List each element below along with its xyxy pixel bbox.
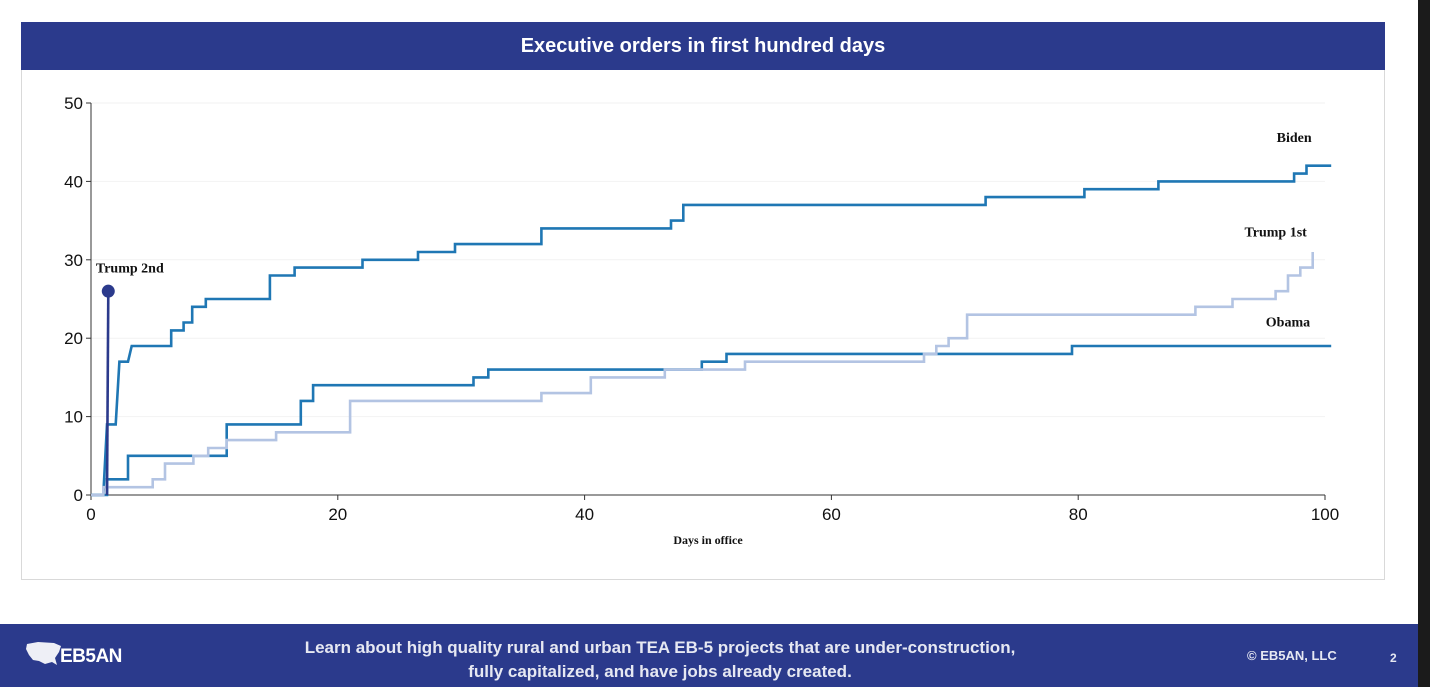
series-marker-trump-2nd [101,284,115,298]
footer-bar: EB5AN Learn about high quality rural and… [0,624,1418,687]
series-line-trump-1st [91,252,1314,497]
series-line-trump-2nd [105,291,110,496]
x-tick-label-100: 100 [1311,505,1339,524]
series-line-biden [91,164,1332,497]
footer-message-line-1: Learn about high quality rural and urban… [304,638,1016,657]
series-label-trump-1st: Trump 1st [1244,225,1307,240]
x-tick-label-0: 0 [86,505,95,524]
chart-title: Executive orders in first hundred days [520,34,886,57]
right-edge-strip [1418,0,1430,687]
series-line-obama [91,344,1332,497]
series-label-biden: Biden [1277,131,1312,146]
copyright-text: © EB5AN, LLC [1247,648,1337,663]
footer-message: Learn about high quality rural and urban… [230,636,1090,684]
x-tick-label-20: 20 [328,505,347,524]
series-label-obama: Obama [1266,315,1310,330]
footer-message-line-2: fully capitalized, and have jobs already… [468,662,852,681]
grid-lines [91,102,1325,418]
y-tick-label-50: 50 [64,94,83,113]
series-label-trump-2nd: Trump 2nd [96,261,164,276]
x-axis-title: Days in office [673,533,743,547]
eb5an-logo: EB5AN [24,638,134,674]
logo-text: EB5AN [60,646,122,667]
y-tick-label-40: 40 [64,172,83,191]
y-tick-label-10: 10 [64,408,83,427]
y-tick-label-30: 30 [64,251,83,270]
chart-plot: 0 10 20 30 40 50 0 20 40 60 80 100 Days in office Bi… [64,94,1339,547]
chart-axes: 0 10 20 30 40 50 0 20 40 60 80 100 Days in office [64,94,1339,547]
us-map-icon [26,642,61,665]
chart-labels: Biden Trump 1st Obama Trump 2nd [96,131,1312,330]
x-tick-label-40: 40 [575,505,594,524]
y-tick-label-20: 20 [64,329,83,348]
page-number: 2 [1390,651,1397,665]
y-tick-label-0: 0 [74,486,83,505]
x-tick-label-60: 60 [822,505,841,524]
chart-frame [21,22,1385,580]
chart-series [91,164,1332,497]
x-tick-label-80: 80 [1069,505,1088,524]
chart-title-bar: Executive orders in first hundred days [21,22,1385,70]
